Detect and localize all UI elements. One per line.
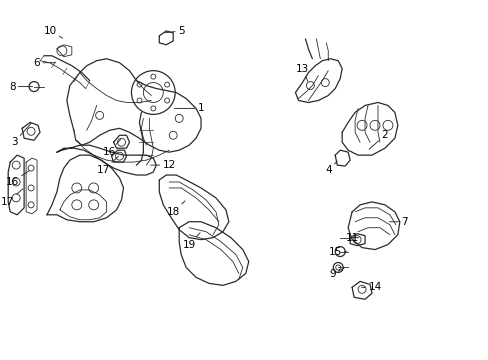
Text: 12: 12: [150, 160, 176, 170]
Text: 17: 17: [97, 156, 118, 175]
Text: 11: 11: [345, 233, 358, 243]
Text: 4: 4: [325, 161, 337, 175]
Text: 1: 1: [174, 103, 204, 113]
Text: 17: 17: [0, 189, 23, 207]
Text: 5: 5: [164, 26, 184, 36]
Text: 2: 2: [368, 130, 387, 149]
Text: 14: 14: [361, 282, 381, 292]
Text: 9: 9: [328, 268, 343, 279]
Text: 7: 7: [388, 217, 407, 227]
Text: 16: 16: [103, 139, 121, 157]
Text: 19: 19: [182, 233, 200, 249]
Text: 8: 8: [9, 82, 33, 91]
Text: 18: 18: [166, 201, 185, 217]
Text: 10: 10: [43, 26, 62, 38]
Text: 3: 3: [11, 123, 31, 147]
Text: 6: 6: [34, 58, 56, 68]
Text: 13: 13: [295, 64, 308, 81]
Text: 15: 15: [328, 247, 346, 257]
Text: 16: 16: [5, 171, 29, 187]
